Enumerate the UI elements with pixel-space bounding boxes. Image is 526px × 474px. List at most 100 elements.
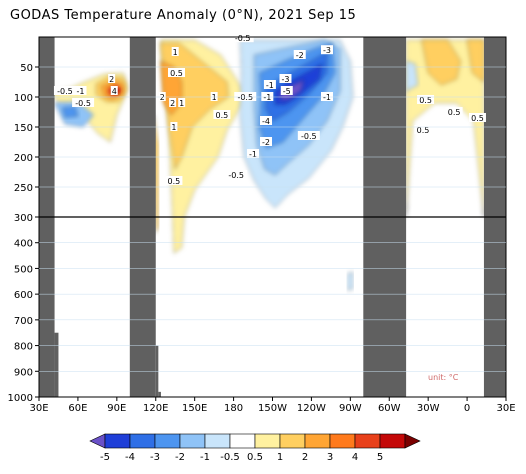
contour-label-bg-20	[320, 45, 333, 55]
x-tick-label-12: 30E	[496, 403, 515, 414]
contour-label-17: -3	[281, 75, 289, 84]
contour-label-19: -2	[296, 51, 304, 60]
colorbar-swatch-7	[254, 433, 281, 449]
colorbar-label-1: -4	[125, 452, 135, 463]
colorbar-swatch-9	[304, 433, 331, 449]
y-tick-label-11: 900	[14, 367, 33, 378]
x-tick-label-6: 150W	[258, 403, 287, 414]
contour-label-29: 0.5	[417, 126, 430, 135]
anomaly-region-19	[421, 39, 461, 86]
contour-label-bg-3	[108, 74, 116, 83]
contour-label-5: 2	[160, 93, 165, 102]
contour-label-bg-4	[110, 86, 118, 95]
colorbar-swatch-11	[354, 433, 381, 449]
contour-label-bg-23	[260, 137, 273, 146]
contour-labels: -0.5 -1-0.5242210.51110.50.5-0.5-1-1-3-5-…	[53, 33, 486, 186]
x-tick-label-4: 150E	[182, 403, 207, 414]
colorbar-swatch-3	[154, 433, 181, 449]
x-tick-label-1: 60E	[68, 403, 87, 414]
colorbar-swatch-4	[179, 433, 206, 449]
x-tick-label-7: 120W	[297, 403, 326, 414]
contour-label-bg-24	[297, 131, 320, 140]
y-tick-label-3: 200	[14, 153, 33, 164]
colorbar-swatch-10	[329, 433, 356, 449]
colorbar-label-6: 0.5	[247, 452, 263, 463]
y-tick-label-6: 400	[14, 239, 33, 250]
x-tick-label-10: 30W	[417, 403, 440, 414]
land-mask-indo-deep-2	[158, 391, 161, 397]
contour-label-bg-14	[234, 92, 257, 101]
x-tick-label-0: 30E	[29, 403, 48, 414]
colorbar-swatch-8	[279, 433, 306, 449]
contour-label-bg-29	[414, 125, 432, 134]
contour-label-bg-28	[445, 107, 463, 116]
contour-label-20: -3	[323, 46, 331, 55]
colorbar-label-3: -2	[175, 452, 185, 463]
contour-label-30: 0.5	[471, 114, 484, 123]
y-tick-label-0: 50	[20, 63, 33, 74]
contour-label-24: -0.5	[301, 132, 317, 141]
contour-label-bg-22	[260, 116, 273, 125]
contour-label-1: -1	[77, 87, 85, 96]
contour-label-bg-16	[261, 92, 274, 101]
contour-label-bg-26	[225, 170, 248, 179]
contour-label-27: 0.5	[419, 96, 432, 105]
anomaly-region-17	[347, 271, 354, 291]
y-tick-label-9: 700	[14, 316, 33, 327]
contour-label-bg-12	[213, 110, 231, 119]
colorbar-label-9: 3	[327, 452, 333, 463]
contour-label-12: 0.5	[216, 111, 229, 120]
anomaly-region-18	[405, 39, 485, 218]
colorbar-label-8: 2	[302, 452, 308, 463]
contour-label-bg-15	[263, 80, 276, 89]
x-tick-label-3: 120E	[143, 403, 168, 414]
contour-label-bg-21	[320, 92, 333, 101]
contour-label-23: -2	[262, 138, 270, 147]
colorbar-min-arrow	[89, 433, 106, 449]
contour-label-bg-10	[170, 122, 178, 131]
colorbar-swatch-1	[104, 433, 131, 449]
contour-label-8: 0.5	[170, 69, 183, 78]
contour-label-2: -0.5	[75, 99, 91, 108]
contour-label-bg-25	[247, 149, 260, 158]
contour-label-21: -1	[323, 93, 331, 102]
contour-label-4: 4	[112, 87, 117, 96]
colorbar-label-0: -5	[100, 452, 110, 463]
contour-label-bg-1	[74, 86, 87, 95]
contour-label-bg-27	[417, 95, 435, 104]
contour-label-13: 0.5	[168, 177, 181, 186]
colorbar-label-5: -0.5	[220, 452, 240, 463]
anomaly-region-6	[62, 106, 79, 118]
y-tick-label-8: 600	[14, 290, 33, 301]
contour-label-bg-11	[210, 92, 218, 101]
contour-label-25: -1	[249, 150, 257, 159]
y-tick-label-5: 300	[14, 213, 33, 224]
colorbar-label-2: -3	[150, 452, 160, 463]
contour-label-14: -0.5	[237, 93, 253, 102]
colorbar-swatch-5	[204, 433, 231, 449]
contour-label-bg-7	[171, 47, 179, 56]
contour-label-3: 2	[109, 75, 114, 84]
anomaly-region-20	[466, 39, 485, 83]
colorbar-swatch-6	[229, 433, 256, 449]
contour-label-7: 1	[173, 48, 178, 57]
contour-label-10: 1	[171, 123, 176, 132]
colorbar-swatch-12	[379, 433, 406, 449]
colorbar: -5 -4 -3 -2 -1 -0.5 0.5 1 2 3 4 5	[89, 433, 421, 463]
y-tick-label-10: 800	[14, 342, 33, 353]
y-tick-label-1: 100	[14, 93, 33, 104]
contour-label-bg-8	[168, 68, 186, 77]
anomaly-field	[51, 39, 485, 291]
contour-label-bg-0	[53, 86, 76, 95]
contour-label-bg-6	[169, 98, 177, 107]
contour-label-18: -5	[283, 87, 291, 96]
chart-title: GODAS Temperature Anomaly (0°N), 2021 Se…	[10, 8, 357, 23]
contour-label-bg-31	[231, 33, 254, 43]
contour-label-28: 0.5	[448, 108, 461, 117]
colorbar-swatch-2	[129, 433, 156, 449]
contour-label-bg-19	[293, 50, 306, 59]
colorbar-label-7: 1	[277, 452, 283, 463]
contour-label-22: -4	[262, 117, 270, 126]
contour-label-bg-13	[165, 176, 183, 185]
